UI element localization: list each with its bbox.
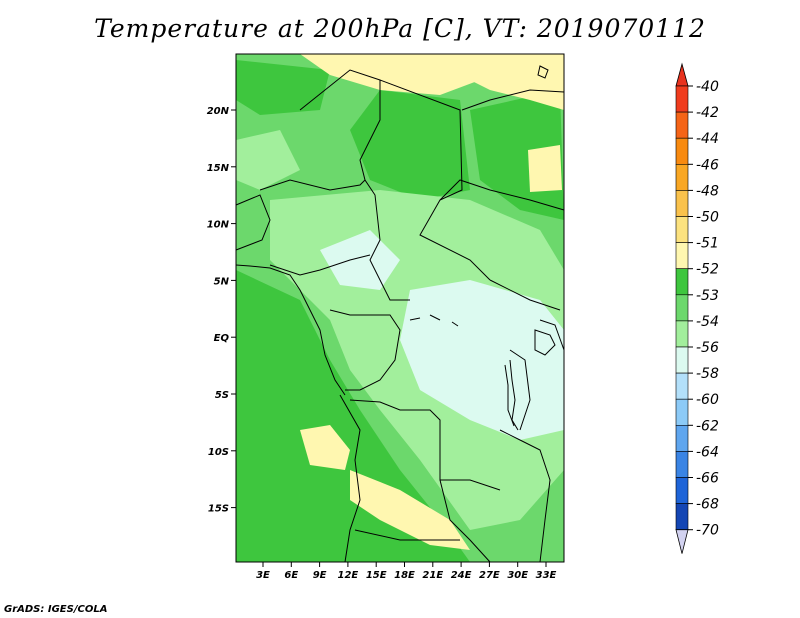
colorbar-swatch: [675, 137, 689, 165]
lat-tick-label: EQ: [214, 333, 230, 344]
lat-tick-label: 15N: [207, 163, 230, 174]
lon-tick-label: 27E: [479, 570, 500, 581]
field-zone-pale-yellow: [470, 54, 564, 110]
colorbar-swatch: [675, 398, 689, 426]
colorbar-label: -60: [696, 392, 719, 408]
colorbar-swatch: [675, 372, 689, 400]
field-zone-light-green: [236, 130, 300, 190]
colorbar-swatch: [675, 294, 689, 322]
field-zone-pale-cyan: [320, 230, 400, 290]
lon-tick-label: 21E: [422, 570, 443, 581]
colorbar-swatch: [675, 424, 689, 452]
colorbar-swatch: [675, 320, 689, 348]
field-zone-pale-yellow: [300, 54, 480, 95]
colorbar-label: -48: [696, 183, 719, 199]
colorbar-label: -46: [696, 157, 719, 173]
colorbar-swatch: [675, 477, 689, 504]
map-frame: [235, 53, 565, 563]
map-panel: [235, 53, 565, 563]
colorbar-swatch: [675, 268, 689, 296]
colorbar-swatch: [675, 216, 689, 243]
colorbar-swatch: [675, 503, 689, 531]
field-zone-pale-cyan: [400, 280, 564, 440]
colorbar-label: -50: [696, 210, 719, 226]
lat-tick-label: 10S: [208, 447, 229, 458]
colorbar-label: -68: [696, 497, 719, 513]
colorbar-label: -52: [696, 262, 719, 278]
colorbar-label: -56: [696, 340, 719, 356]
colorbar-label: -54: [696, 314, 719, 330]
lon-tick-label: 3E: [256, 570, 270, 581]
lat-tick-label: 5S: [215, 390, 229, 401]
lon-tick-label: 30E: [507, 570, 528, 581]
colorbar-swatch: [675, 85, 689, 113]
lat-tick-label: 20N: [207, 106, 230, 117]
colorbar-label: -64: [696, 444, 719, 460]
colorbar-label: -70: [696, 523, 719, 539]
lon-tick-label: 33E: [536, 570, 557, 581]
colorbar-bottom-arrow: [675, 529, 689, 554]
colorbar-label: -51: [696, 236, 719, 252]
colorbar-label: -44: [696, 131, 719, 147]
lon-tick-label: 12E: [338, 570, 359, 581]
colorbar-swatch: [675, 111, 689, 139]
colorbar-label: -53: [696, 288, 719, 304]
lon-tick-label: 24E: [451, 570, 472, 581]
colorbar-swatch: [675, 190, 689, 217]
lon-tick-label: 18E: [394, 570, 415, 581]
lat-tick-label: 10N: [207, 220, 230, 231]
colorbar-label: -40: [696, 79, 719, 95]
colorbar-swatch: [675, 346, 689, 374]
map-title: Temperature at 200hPa [C], VT: 201907011…: [94, 14, 706, 43]
latitude-axis: 20N 15N 10N 5N EQ 5S 10S 15S: [207, 106, 236, 515]
field-zone-pale-yellow: [350, 470, 470, 550]
field-zone-pale-yellow: [300, 425, 350, 470]
lat-tick-label: 15S: [208, 504, 229, 515]
colorbar-label: -58: [696, 366, 719, 382]
colorbar-swatch: [675, 164, 689, 191]
field-zone-dark-green: [236, 60, 330, 115]
coastlines: [235, 65, 556, 431]
grads-credit: GrADS: IGES/COLA: [4, 604, 108, 615]
colorbar-label: -62: [696, 418, 719, 434]
lon-tick-label: 9E: [313, 570, 327, 581]
colorbar-swatch: [675, 242, 689, 270]
colorbar-top-arrow: [675, 62, 689, 87]
colorbar: -40 -42 -44 -46 -48 -50 -51 -52 -53 -54 -56 -58 -60 -…: [675, 62, 719, 554]
field-zone-pale-yellow: [528, 145, 562, 192]
colorbar-label: -66: [696, 471, 719, 487]
longitude-axis: 3E 6E 9E 12E 15E 18E 21E 24E 27E 30E 33E: [256, 562, 557, 581]
field-zone-dark-green: [236, 270, 470, 562]
lon-tick-label: 6E: [284, 570, 298, 581]
colorbar-swatch: [675, 451, 689, 478]
colorbar-label: -42: [696, 105, 719, 121]
lon-tick-label: 15E: [366, 570, 387, 581]
country-borders: [235, 69, 565, 563]
lat-tick-label: 5N: [214, 276, 230, 287]
